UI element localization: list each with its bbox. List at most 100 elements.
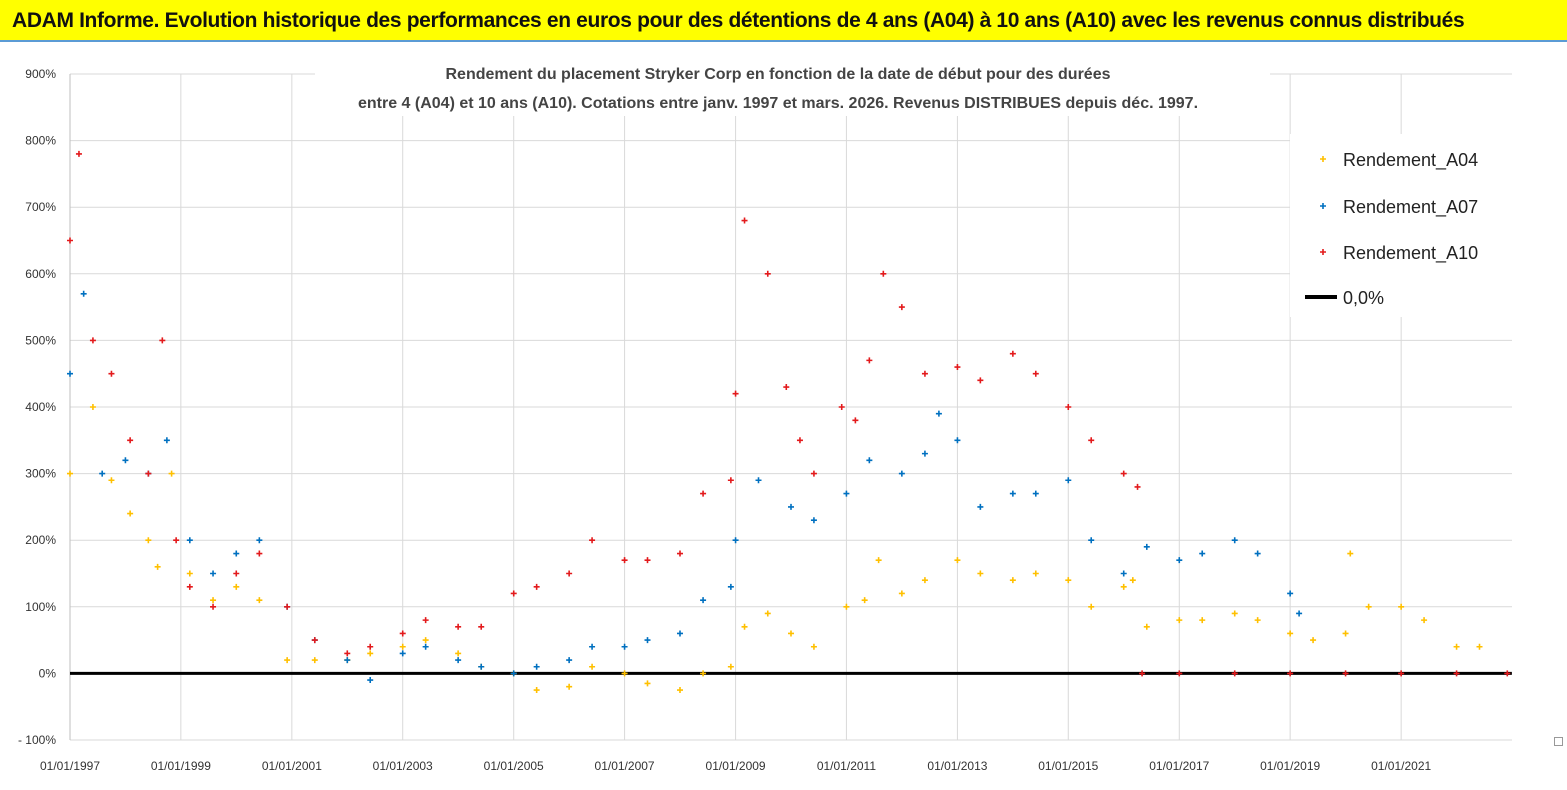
data-point: [233, 550, 240, 557]
report-title: ADAM Informe. Evolution historique des p…: [12, 9, 1465, 32]
data-point: [843, 490, 850, 497]
data-point: [210, 570, 217, 577]
data-point: [1009, 490, 1016, 497]
data-point: [1231, 610, 1238, 617]
data-point: [1176, 617, 1183, 624]
x-tick-label: 01/01/1999: [151, 759, 211, 773]
y-tick-label: 700%: [25, 200, 56, 214]
data-point: [977, 503, 984, 510]
data-point: [788, 503, 794, 510]
data-point: [866, 457, 873, 464]
data-point: [954, 364, 961, 371]
data-point: [727, 583, 734, 590]
data-point: [861, 597, 868, 604]
data-point: [1139, 670, 1146, 677]
data-point: [676, 630, 683, 637]
data-point: [1199, 617, 1206, 624]
data-point: [589, 663, 596, 670]
legend: Rendement_A04 Rendement_A07 Rendement_A10 0…: [1305, 150, 1478, 308]
data-point: [741, 217, 748, 224]
data-point: [700, 490, 707, 497]
data-point: [1129, 577, 1136, 584]
data-point: [921, 450, 928, 457]
data-point: [732, 390, 739, 397]
performance-chart: 900% 800% 700% 600% 500% 400% 300% 200% 100% 0% - …: [0, 42, 1567, 790]
chart-title-line-1: Rendement du placement Stryker Corp en f…: [445, 66, 1110, 83]
data-point: [810, 517, 817, 524]
data-point: [1120, 470, 1127, 477]
data-point: [1310, 637, 1317, 644]
data-point: [1120, 583, 1127, 590]
data-point: [422, 617, 429, 624]
data-point: [644, 680, 651, 687]
data-point: [455, 657, 462, 664]
legend-plus-swatch: [1320, 249, 1326, 255]
data-point: [1009, 350, 1016, 357]
data-point: [1065, 404, 1072, 410]
chart-title-line-2: entre 4 (A04) et 10 ans (A10). Cotations…: [358, 95, 1198, 112]
data-point: [1296, 610, 1303, 617]
data-point: [478, 663, 485, 670]
data-point: [838, 404, 845, 410]
data-point: [1398, 603, 1405, 610]
data-point: [311, 637, 318, 644]
data-point: [1365, 603, 1372, 610]
x-tick-label: 01/01/2011: [817, 759, 876, 773]
data-point: [75, 150, 82, 157]
data-point: [533, 687, 540, 694]
data-point: [399, 650, 406, 657]
data-point: [1088, 537, 1095, 544]
data-point: [154, 563, 161, 570]
data-point: [1088, 437, 1095, 444]
data-point: [732, 537, 739, 544]
data-point: [1065, 577, 1072, 584]
data-point: [1398, 670, 1405, 677]
x-tick-label: 01/01/2021: [1371, 759, 1431, 773]
data-point: [1065, 477, 1072, 484]
x-tick-label: 01/01/2009: [706, 759, 766, 773]
x-axis-ticks: 01/01/1997 01/01/1999 01/01/2001 01/01/2003…: [40, 759, 1432, 773]
y-axis-ticks: 900% 800% 700% 600% 500% 400% 300% 200% 100% 0% - …: [18, 67, 56, 747]
y-tick-label: 0%: [39, 666, 57, 680]
data-point: [367, 650, 374, 657]
data-point: [127, 510, 134, 517]
data-point: [1032, 490, 1039, 497]
data-point: [344, 650, 351, 657]
data-point: [566, 657, 573, 664]
data-point: [173, 537, 180, 544]
x-tick-label: 01/01/2015: [1038, 759, 1098, 773]
data-point: [127, 437, 134, 444]
data-point: [533, 663, 540, 670]
data-point: [727, 477, 734, 484]
data-point: [1287, 590, 1294, 597]
data-point: [422, 637, 429, 644]
x-tick-label: 01/01/2019: [1260, 759, 1320, 773]
data-point: [311, 657, 318, 664]
resize-handle[interactable]: [1554, 737, 1563, 746]
data-point: [755, 477, 762, 484]
data-point: [921, 370, 928, 377]
data-point: [880, 270, 887, 277]
y-tick-label: 400%: [25, 400, 56, 414]
y-tick-label: 300%: [25, 467, 56, 481]
data-point: [589, 537, 596, 544]
data-point: [478, 623, 485, 630]
data-point: [163, 437, 170, 444]
x-tick-label: 01/01/2013: [927, 759, 987, 773]
data-point: [1453, 670, 1460, 677]
data-point: [108, 370, 115, 377]
series-rendement_a07: [67, 290, 1303, 684]
data-point: [145, 537, 152, 544]
data-point: [399, 643, 406, 650]
data-point: [210, 597, 217, 604]
data-point: [1176, 557, 1183, 564]
data-point: [764, 610, 771, 617]
data-point: [256, 597, 263, 604]
legend-plus-swatch: [1320, 156, 1326, 162]
data-point: [533, 583, 540, 590]
data-point: [1143, 623, 1150, 630]
data-point: [510, 670, 517, 677]
data-point: [367, 643, 374, 650]
data-point: [898, 470, 905, 477]
data-point: [727, 663, 734, 670]
